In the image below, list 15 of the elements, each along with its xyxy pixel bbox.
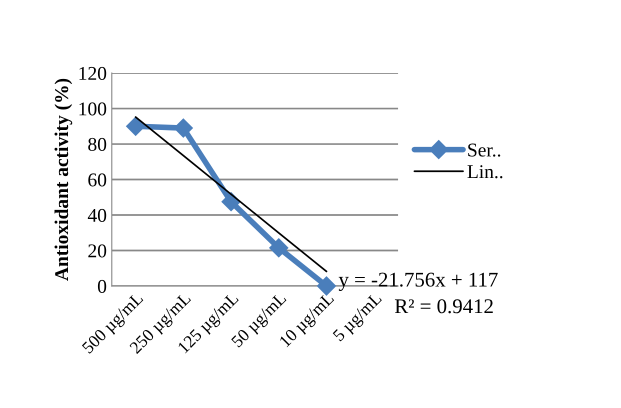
y-tick-label: 40 [88,208,106,222]
y-axis-title: Antioxidant activity (%) [54,78,72,281]
annotation: y = -21.756x + 117 [338,272,498,291]
point [269,238,288,258]
y-tick-label: 80 [88,138,106,151]
legend-label: Lin.. [467,165,502,178]
point [316,276,336,296]
y-tick-label: 60 [88,173,106,186]
y-tick-label: 20 [88,244,106,258]
point [222,192,241,212]
text: R² = 0.9412 [394,299,493,314]
y-tick-label: 120 [79,66,106,80]
y-tick-label: 0 [98,280,106,293]
legend-label: Ser.. [468,144,500,157]
y-tick-label: 100 [79,102,106,116]
